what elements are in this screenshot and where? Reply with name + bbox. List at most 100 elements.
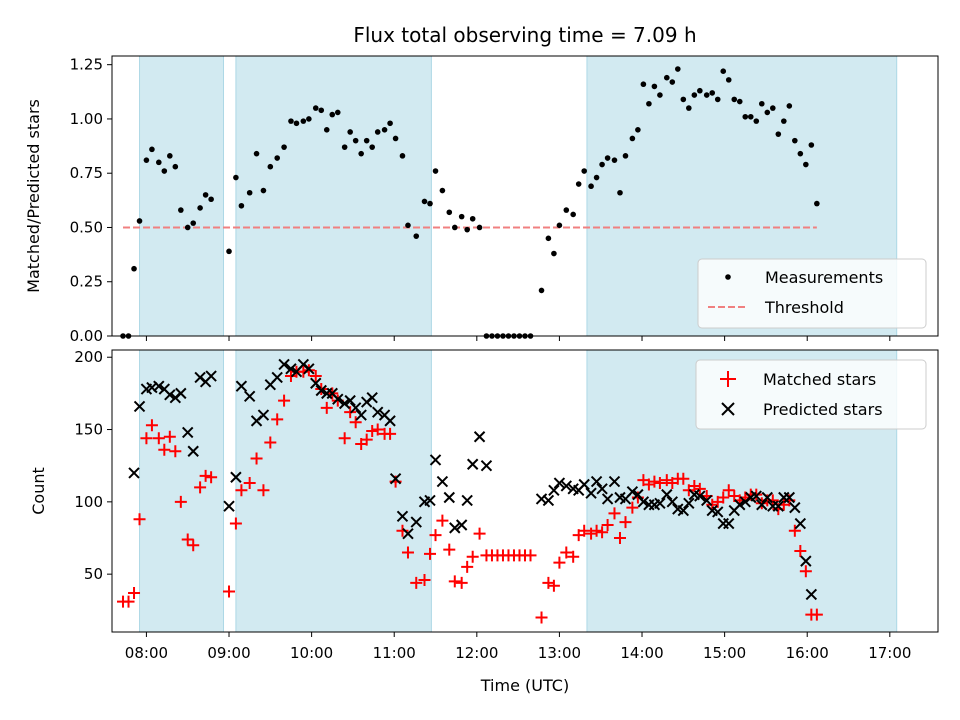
measurement-point <box>640 81 647 88</box>
matched-star-point <box>619 516 632 529</box>
measurement-point <box>439 187 446 194</box>
measurement-point <box>413 233 420 239</box>
x-tick-label: 15:00 <box>703 644 746 662</box>
measurement-point <box>374 129 381 135</box>
measurement-point <box>581 168 587 174</box>
predicted-star-point <box>772 500 785 512</box>
predicted-star-point <box>683 497 695 509</box>
predicted-star-point <box>480 459 493 472</box>
predicted-star-point <box>608 475 621 488</box>
matched-star-point <box>271 413 284 426</box>
predicted-star-point <box>800 555 812 567</box>
predicted-star-point <box>449 522 461 534</box>
predicted-star-point <box>349 402 362 414</box>
predicted-star-points <box>128 358 818 601</box>
matched-star-point <box>677 472 690 485</box>
measurement-point <box>725 77 732 83</box>
predicted-star-point <box>182 426 194 439</box>
measurement-point <box>680 96 687 103</box>
predicted-star-point <box>243 390 256 402</box>
top-y-tick-label: 0.25 <box>70 273 103 291</box>
measurement-point <box>458 213 465 220</box>
matched-star-point <box>601 518 614 531</box>
measurement-point <box>323 126 330 133</box>
matched-star-point <box>648 475 661 488</box>
predicted-star-point <box>734 499 746 511</box>
measurement-point <box>233 174 239 181</box>
matched-star-point <box>722 484 735 497</box>
top-legend: Measurements Threshold <box>697 258 927 329</box>
measurement-point <box>318 107 325 114</box>
measurement-point <box>178 207 184 213</box>
predicted-star-point <box>473 431 486 443</box>
predicted-star-point <box>164 389 176 401</box>
measurement-point <box>469 215 476 222</box>
matched-star-point <box>128 586 141 599</box>
count-panel: 50 100 150 200 08:00 09:00 10:00 11:00 12:00 13:… <box>29 348 939 695</box>
measurement-point <box>464 226 470 233</box>
measurement-point <box>563 207 570 213</box>
predicted-star-point <box>542 494 555 507</box>
matched-star-point <box>152 432 165 445</box>
measurement-point <box>381 126 388 133</box>
measurement-point <box>814 200 820 207</box>
predicted-star-point <box>783 491 796 504</box>
bottom-y-tick-label: 200 <box>74 348 103 366</box>
matched-legend-marker <box>720 371 736 387</box>
predicted-star-point <box>723 517 735 530</box>
matched-star-points <box>117 364 823 624</box>
measurement-point <box>281 144 287 150</box>
predicted-star-point <box>133 400 146 413</box>
predicted-star-point <box>461 494 473 507</box>
bottom-x-ticks: 08:00 09:00 10:00 11:00 12:00 13:00 14:00 15:00… <box>125 632 911 662</box>
matched-star-point <box>205 471 218 484</box>
measurements-legend-marker <box>725 274 731 280</box>
predicted-star-point <box>344 394 356 407</box>
matched-star-point <box>320 401 333 414</box>
matched-star-point <box>590 524 603 537</box>
predicted-star-point <box>761 491 774 504</box>
x-tick-label: 10:00 <box>290 644 333 662</box>
x-tick-label: 13:00 <box>538 644 581 662</box>
matched-star-point <box>794 545 807 558</box>
measurement-point <box>358 150 364 157</box>
matched-star-point <box>235 484 248 497</box>
top-observing-interval-2 <box>235 55 432 337</box>
measurement-point <box>432 168 439 174</box>
predicted-star-point <box>271 371 283 384</box>
matched-star-point <box>223 585 236 598</box>
matched-star-point <box>199 469 212 482</box>
matched-star-point <box>302 364 315 377</box>
predicted-star-point <box>175 387 187 400</box>
measurement-point <box>764 109 771 116</box>
measurement-point <box>329 111 336 118</box>
predicted-star-point <box>384 415 396 427</box>
predicted-star-point <box>694 490 706 502</box>
matched-star-point <box>424 547 437 560</box>
matched-star-point <box>145 419 158 432</box>
measurement-point <box>775 131 782 137</box>
measurement-point <box>629 135 636 142</box>
predicted-star-point <box>303 363 315 375</box>
predicted-star-point <box>637 496 650 508</box>
measurement-point <box>167 153 173 159</box>
measurement-point <box>703 92 710 98</box>
x-tick-label: 11:00 <box>373 644 416 662</box>
matched-star-point <box>473 527 486 540</box>
predicted-star-point <box>315 384 327 397</box>
predicted-star-point <box>578 478 590 491</box>
measurement-point <box>599 161 605 168</box>
measurement-point <box>476 224 483 231</box>
measurement-point <box>369 144 375 150</box>
measurement-point <box>156 159 162 166</box>
predicted-legend-marker <box>721 402 735 416</box>
matched-star-point <box>401 546 414 559</box>
predicted-star-point <box>128 467 140 479</box>
matched-star-point <box>693 482 706 495</box>
measurement-point <box>427 200 433 207</box>
predicted-star-point <box>396 510 409 523</box>
measurement-point <box>758 100 765 107</box>
measurement-point <box>736 98 743 105</box>
measurement-point <box>792 137 798 144</box>
matched-star-point <box>429 529 442 542</box>
